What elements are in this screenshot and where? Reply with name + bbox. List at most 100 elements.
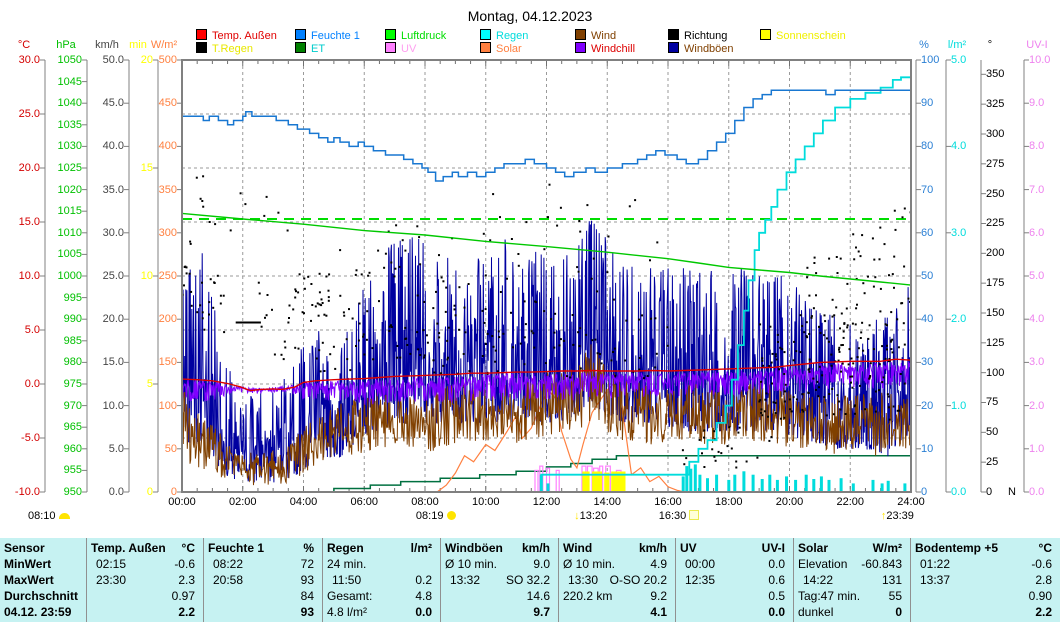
series-richtung-dot xyxy=(489,239,492,242)
legend-label: ET xyxy=(311,43,326,55)
series-richtung-dot xyxy=(303,312,305,315)
axis-tick-label-hPa: 950 xyxy=(63,486,82,498)
series-regen-intervall-bar xyxy=(775,479,779,492)
arrow-down-icon: ↓ xyxy=(574,510,580,522)
series-richtung-dot xyxy=(189,240,192,243)
series-richtung-dot xyxy=(890,311,893,314)
series-richtung-dot xyxy=(327,296,330,299)
series-richtung-dot xyxy=(681,449,684,452)
series-regen-intervall-bar xyxy=(698,474,702,492)
series-luftdruck xyxy=(181,212,912,286)
series-richtung-dot xyxy=(236,321,239,324)
series-richtung-dot xyxy=(799,314,802,317)
series-richtung-dot xyxy=(842,330,845,333)
series-richtung-dot xyxy=(806,276,809,279)
axis-tick-label-hPa: 985 xyxy=(63,334,82,347)
table-sensor-unit: °C xyxy=(181,541,195,555)
axis-tick-label-hPa: 1015 xyxy=(57,205,82,218)
series-richtung-dot xyxy=(586,204,589,207)
series-richtung-dot xyxy=(795,398,798,401)
table-cell-value: 84 xyxy=(300,589,314,603)
series-richtung-dot xyxy=(638,368,641,371)
axis-zero-extra: N xyxy=(1008,486,1016,498)
series-richtung-dot xyxy=(257,281,260,284)
series-richtung-dot xyxy=(846,326,849,329)
series-richtung-dot xyxy=(848,348,851,351)
table-cell-value: 0 xyxy=(895,605,902,619)
series-richtung-dot xyxy=(790,410,793,413)
series-richtung-dot xyxy=(590,277,593,280)
series-richtung-dot xyxy=(265,195,268,198)
series-richtung-dot xyxy=(779,417,782,420)
series-richtung-dot xyxy=(258,292,261,295)
series-richtung-dot xyxy=(777,341,779,343)
series-richtung-dot xyxy=(874,276,877,279)
series-richtung-dot xyxy=(862,282,865,285)
legend-item-et: ET xyxy=(295,42,325,55)
table-cell-value: 4.9 xyxy=(650,557,667,571)
series-richtung-dot xyxy=(423,356,425,359)
series-richtung-dot xyxy=(838,346,841,349)
table-cell-value: O-SO 20.2 xyxy=(609,573,667,587)
series-richtung-dot xyxy=(294,288,297,291)
series-richtung-dot xyxy=(840,370,843,373)
x-axis-label: 24:00 xyxy=(897,496,925,508)
series-richtung-dot xyxy=(808,333,811,335)
series-richtung-dot xyxy=(416,331,419,334)
series-richtung-dot xyxy=(857,347,860,350)
series-richtung-dot xyxy=(569,376,572,379)
series-richtung-dot xyxy=(881,345,884,348)
series-richtung-dot xyxy=(358,322,361,325)
axis-tick-label-deg: 125 xyxy=(986,336,1005,349)
series-richtung-dot xyxy=(366,310,369,313)
series-richtung-dot xyxy=(484,274,487,277)
table-cell-value: 55 xyxy=(888,589,902,603)
series-richtung-dot xyxy=(416,225,419,228)
table-sensor-name: Windböen xyxy=(445,541,503,555)
series-richtung-dot xyxy=(886,324,888,327)
series-richtung-dot xyxy=(214,223,217,226)
series-richtung-dot xyxy=(711,448,714,451)
axis-header-deg: ° xyxy=(987,39,993,51)
series-richtung-dot xyxy=(784,383,787,386)
series-richtung-dot xyxy=(612,351,614,353)
series-regen-intervall-bar xyxy=(685,466,689,492)
series-richtung-dot xyxy=(244,321,247,324)
table-cell-value: 0.6 xyxy=(768,573,785,587)
axis-tick-label-kmh: 40.0 xyxy=(102,140,124,153)
series-regen-intervall-bar xyxy=(689,468,693,492)
series-richtung-dot xyxy=(835,306,838,309)
series-richtung-dot xyxy=(612,298,615,301)
series-richtung-dot xyxy=(301,311,304,314)
axis-tick-label-lm2: 3.0 xyxy=(951,226,967,239)
series-richtung-dot xyxy=(442,280,445,283)
series-richtung-dot xyxy=(703,429,706,432)
series-richtung-dot xyxy=(372,358,375,361)
series-richtung-dot xyxy=(419,263,422,266)
series-richtung-dot xyxy=(530,330,533,333)
series-richtung-dot xyxy=(453,308,456,311)
series-richtung-dot xyxy=(419,354,422,356)
series-richtung-dot xyxy=(874,410,877,413)
x-axis-label: 22:00 xyxy=(836,496,865,508)
table-sensor-unit: °C xyxy=(1038,541,1052,555)
legend-color-swatch xyxy=(295,29,306,40)
series-richtung-dot xyxy=(656,241,659,244)
series-richtung-dot xyxy=(832,413,835,416)
series-richtung-dot xyxy=(867,337,870,340)
series-regen-intervall-bar xyxy=(903,483,907,492)
axis-tick-label-kmh: 50.0 xyxy=(102,54,124,66)
table-column-separator xyxy=(793,538,794,622)
series-richtung-dot xyxy=(846,324,849,327)
series-richtung-dot xyxy=(247,321,250,324)
series-richtung-dot xyxy=(310,319,312,322)
series-richtung-dot xyxy=(494,360,497,363)
series-richtung-dot xyxy=(888,274,890,277)
series-richtung-dot xyxy=(819,332,822,334)
table-cell-value: SO 32.2 xyxy=(505,573,550,587)
table-cell-label: 11:50 xyxy=(332,573,362,587)
series-richtung-dot xyxy=(294,346,297,349)
series-richtung-dot xyxy=(857,250,860,253)
table-cell-value: 9.0 xyxy=(533,557,550,571)
